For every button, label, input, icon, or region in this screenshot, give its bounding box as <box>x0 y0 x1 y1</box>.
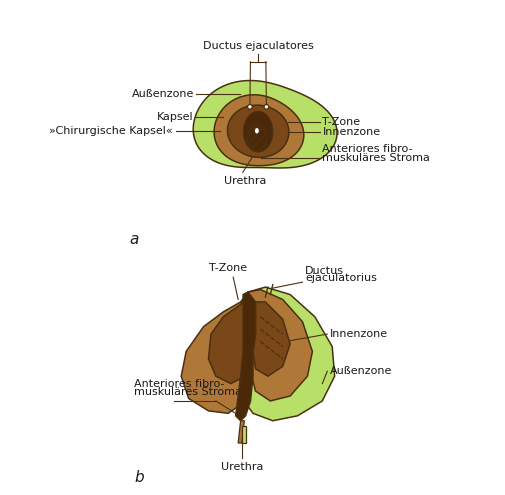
Text: Urethra: Urethra <box>220 461 263 472</box>
Text: ejaculatorius: ejaculatorius <box>305 273 376 283</box>
Polygon shape <box>208 292 250 384</box>
Text: Innenzone: Innenzone <box>322 127 380 137</box>
Polygon shape <box>243 111 272 151</box>
Polygon shape <box>241 426 245 443</box>
Polygon shape <box>193 81 336 168</box>
Text: Kapsel: Kapsel <box>157 112 193 122</box>
Text: muskuläres Stroma: muskuläres Stroma <box>322 152 430 163</box>
Text: a: a <box>129 232 138 247</box>
Polygon shape <box>227 105 288 157</box>
Text: Anteriores fibro-: Anteriores fibro- <box>134 379 224 389</box>
Polygon shape <box>238 421 244 443</box>
Polygon shape <box>238 287 334 421</box>
Text: Urethra: Urethra <box>224 176 266 186</box>
Text: Innenzone: Innenzone <box>329 329 387 339</box>
Text: b: b <box>134 470 143 485</box>
Text: »Chirurgische Kapsel«: »Chirurgische Kapsel« <box>49 126 173 136</box>
Text: Außenzone: Außenzone <box>329 366 391 376</box>
Text: T-Zone: T-Zone <box>322 117 360 127</box>
Text: muskuläres Stroma: muskuläres Stroma <box>134 387 241 397</box>
Ellipse shape <box>254 127 259 134</box>
Polygon shape <box>181 292 250 413</box>
Polygon shape <box>214 95 303 166</box>
Text: Ductus ejaculatores: Ductus ejaculatores <box>203 42 313 51</box>
Text: Anteriores fibro-: Anteriores fibro- <box>322 145 412 154</box>
Polygon shape <box>247 125 266 150</box>
Polygon shape <box>247 290 312 401</box>
Text: Ductus: Ductus <box>305 266 343 276</box>
Polygon shape <box>252 302 289 376</box>
Polygon shape <box>235 292 255 421</box>
Circle shape <box>264 104 268 109</box>
Text: Außenzone: Außenzone <box>131 89 193 99</box>
Text: T-Zone: T-Zone <box>209 263 247 273</box>
Circle shape <box>247 104 251 109</box>
